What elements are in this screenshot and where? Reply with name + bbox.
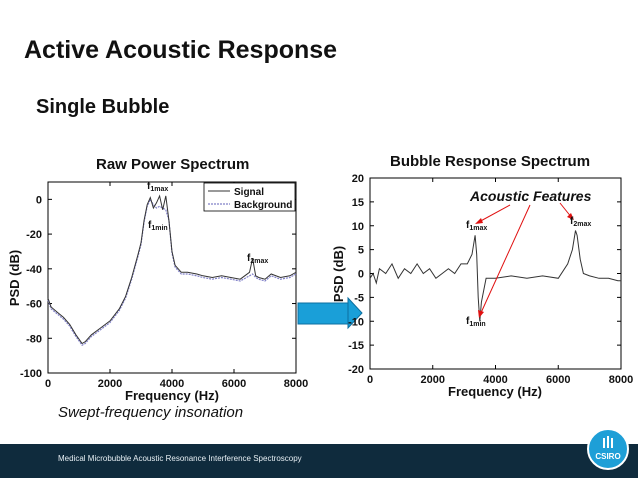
arrow-head [347, 296, 363, 330]
chart-title-response: Bubble Response Spectrum [390, 153, 591, 170]
y-tick-label: 5 [358, 245, 364, 257]
x-tick-label: 0 [45, 378, 51, 390]
background-series-line [47, 198, 297, 346]
y-tick-label: -20 [26, 229, 42, 241]
y-tick-label: -20 [348, 364, 364, 376]
x-tick-label: 4000 [160, 378, 184, 390]
raw-plot-frame [47, 181, 297, 374]
y-tick-label: 0 [358, 269, 364, 281]
csiro-logo: CSIRO [587, 428, 629, 470]
slide-title: Active Acoustic Response [24, 36, 338, 64]
raw-x-axis-label: Frequency (Hz) [125, 388, 219, 403]
y-tick-label: 0 [36, 194, 42, 206]
x-tick-label: 0 [367, 374, 373, 386]
y-tick-label: 15 [352, 197, 364, 209]
response-series-line [369, 230, 621, 322]
chart-title-raw: Raw Power Spectrum [96, 156, 250, 173]
raw-legend: Signal Background [203, 182, 296, 212]
x-tick-label: 8000 [284, 378, 308, 390]
legend-box [203, 182, 296, 212]
charts-canvas: 0-20-40-60-80-100 0 2000 4000 6000 8000 Sign… [7, 173, 633, 403]
y-tick-label: -60 [26, 299, 42, 311]
footer-text: Medical Microbubble Acoustic Resonance I… [58, 454, 302, 463]
y-tick-label: -80 [26, 333, 42, 345]
legend-background-label: Background [234, 200, 292, 211]
x-tick-label: 4000 [483, 374, 507, 386]
x-tick-label: 6000 [546, 374, 570, 386]
response-y-axis-label: PSD (dB) [331, 246, 346, 302]
response-x-axis-label: Frequency (Hz) [448, 384, 542, 399]
y-tick-label: -40 [26, 264, 42, 276]
x-tick-label: 2000 [98, 378, 122, 390]
annotation-arrowhead-f1max [475, 218, 483, 224]
y-tick-label: 10 [352, 221, 364, 233]
annotation-arrow-f1max [476, 204, 511, 224]
annotation-arrow-f1min [479, 204, 531, 316]
signal-series-line [47, 194, 297, 345]
x-tick-label: 2000 [421, 374, 445, 386]
raw-spectrum-chart: 0 -20 -40 -60 -80 -100 0 2000 4000 6000 8000 Sign… [7, 181, 308, 403]
annotation-arrowhead-f2max [567, 213, 574, 220]
footnote-caption: Swept-frequency insonation [58, 404, 244, 421]
slide-subtitle: Single Bubble [36, 96, 170, 118]
raw-y-axis-label: PSD (dB) [7, 250, 22, 306]
y-tick-label: -100 [20, 368, 42, 380]
csiro-logo-mark: CSIRO [595, 436, 621, 461]
y-tick-label: -5 [354, 292, 364, 304]
annotation-arrowhead-f1min [478, 310, 484, 318]
logo-text: CSIRO [595, 452, 620, 461]
y-tick-label: -15 [348, 340, 364, 352]
y-tick-label: -10 [348, 316, 364, 328]
x-tick-label: 6000 [222, 378, 246, 390]
response-spectrum-chart: 20 15 10 5 0 -5 -10 -15 -20 0 2000 4000 6000 8000 Ac… [331, 173, 633, 399]
y-tick-label: 20 [352, 173, 364, 185]
acoustic-features-label: Acoustic Features [469, 188, 592, 204]
transition-arrow [297, 296, 363, 330]
legend-signal-label: Signal [234, 187, 264, 198]
footer-bar [0, 444, 638, 478]
arrow-shaft [297, 302, 351, 325]
response-plot-frame [369, 177, 622, 370]
x-tick-label: 8000 [609, 374, 633, 386]
